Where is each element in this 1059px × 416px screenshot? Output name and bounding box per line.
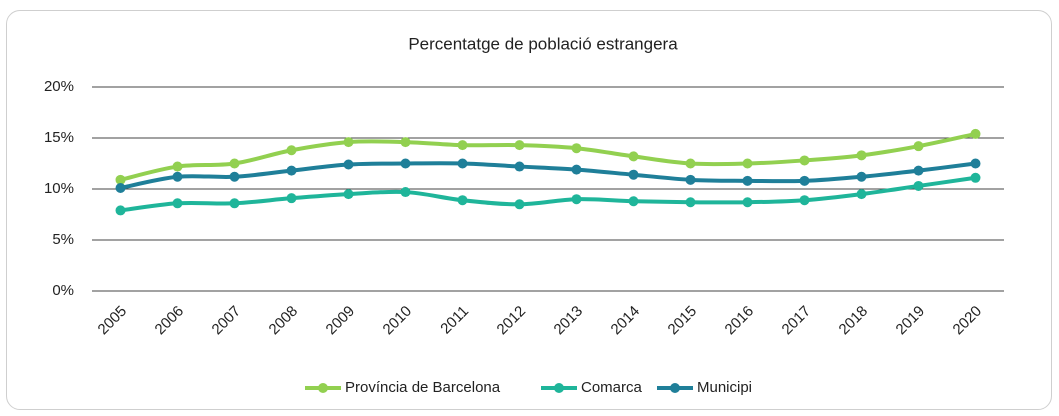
data-point xyxy=(799,195,810,206)
data-point xyxy=(571,194,582,205)
data-point xyxy=(856,150,867,161)
data-point xyxy=(343,137,354,148)
data-point xyxy=(115,174,126,185)
legend-marker xyxy=(554,383,564,393)
data-point xyxy=(343,189,354,200)
series-line xyxy=(118,131,978,182)
legend-label: Municipi xyxy=(697,379,752,396)
data-point xyxy=(856,171,867,182)
data-point xyxy=(172,198,183,209)
data-point xyxy=(115,182,126,193)
data-point xyxy=(229,171,240,182)
x-tick-label: 2017 xyxy=(779,303,815,339)
card xyxy=(6,10,1052,410)
data-point xyxy=(115,205,126,216)
x-tick-label: 2018 xyxy=(836,303,872,339)
x-tick-label: 2011 xyxy=(437,303,472,338)
data-point xyxy=(286,145,297,156)
data-point xyxy=(913,180,924,191)
x-tick-label: 2020 xyxy=(950,303,986,339)
data-point xyxy=(685,158,696,169)
data-point xyxy=(970,158,981,169)
x-tick-label: 2006 xyxy=(152,303,188,339)
data-point xyxy=(229,158,240,169)
x-tick-label: 2019 xyxy=(893,303,929,339)
data-point xyxy=(571,143,582,154)
data-point xyxy=(172,171,183,182)
legend-label: Província de Barcelona xyxy=(345,379,501,396)
data-point xyxy=(742,158,753,169)
data-point xyxy=(970,128,981,139)
data-point xyxy=(514,161,525,172)
data-point xyxy=(457,158,468,169)
data-point xyxy=(457,140,468,151)
data-point xyxy=(400,187,411,198)
legend-marker xyxy=(318,383,328,393)
y-tick-label: 0% xyxy=(52,282,74,299)
legend-marker xyxy=(670,383,680,393)
data-point xyxy=(742,197,753,208)
data-point xyxy=(343,159,354,170)
data-point xyxy=(400,158,411,169)
x-tick-label: 2012 xyxy=(494,303,530,339)
data-point xyxy=(628,169,639,180)
data-point xyxy=(400,137,411,148)
x-tick-label: 2016 xyxy=(722,303,758,339)
x-tick-label: 2013 xyxy=(551,303,587,339)
x-tick-label: 2007 xyxy=(209,303,245,339)
series-line xyxy=(118,161,978,190)
data-point xyxy=(229,198,240,209)
data-point xyxy=(514,140,525,151)
data-point xyxy=(913,141,924,152)
x-tick-label: 2014 xyxy=(608,303,644,339)
data-point xyxy=(799,155,810,166)
data-point xyxy=(514,199,525,210)
y-tick-label: 15% xyxy=(44,129,74,146)
data-point xyxy=(628,196,639,207)
data-point xyxy=(913,165,924,176)
data-point xyxy=(685,197,696,208)
data-point xyxy=(685,174,696,185)
data-point xyxy=(742,175,753,186)
y-tick-label: 20% xyxy=(44,78,74,95)
data-point xyxy=(286,193,297,204)
x-tick-label: 2008 xyxy=(266,303,302,339)
series-line xyxy=(118,175,978,213)
x-tick-label: 2010 xyxy=(380,303,416,339)
legend-label: Comarca xyxy=(581,379,643,396)
y-tick-label: 5% xyxy=(52,231,74,248)
chart-title: Percentatge de població estrangera xyxy=(408,34,678,53)
data-point xyxy=(571,164,582,175)
data-point xyxy=(286,165,297,176)
x-tick-label: 2005 xyxy=(95,303,131,339)
y-tick-label: 10% xyxy=(44,180,74,197)
x-tick-label: 2015 xyxy=(665,303,701,339)
data-point xyxy=(799,175,810,186)
data-point xyxy=(628,151,639,162)
data-point xyxy=(856,189,867,200)
data-point xyxy=(172,161,183,172)
x-tick-label: 2009 xyxy=(323,303,359,339)
data-point xyxy=(970,172,981,183)
data-point xyxy=(457,195,468,206)
